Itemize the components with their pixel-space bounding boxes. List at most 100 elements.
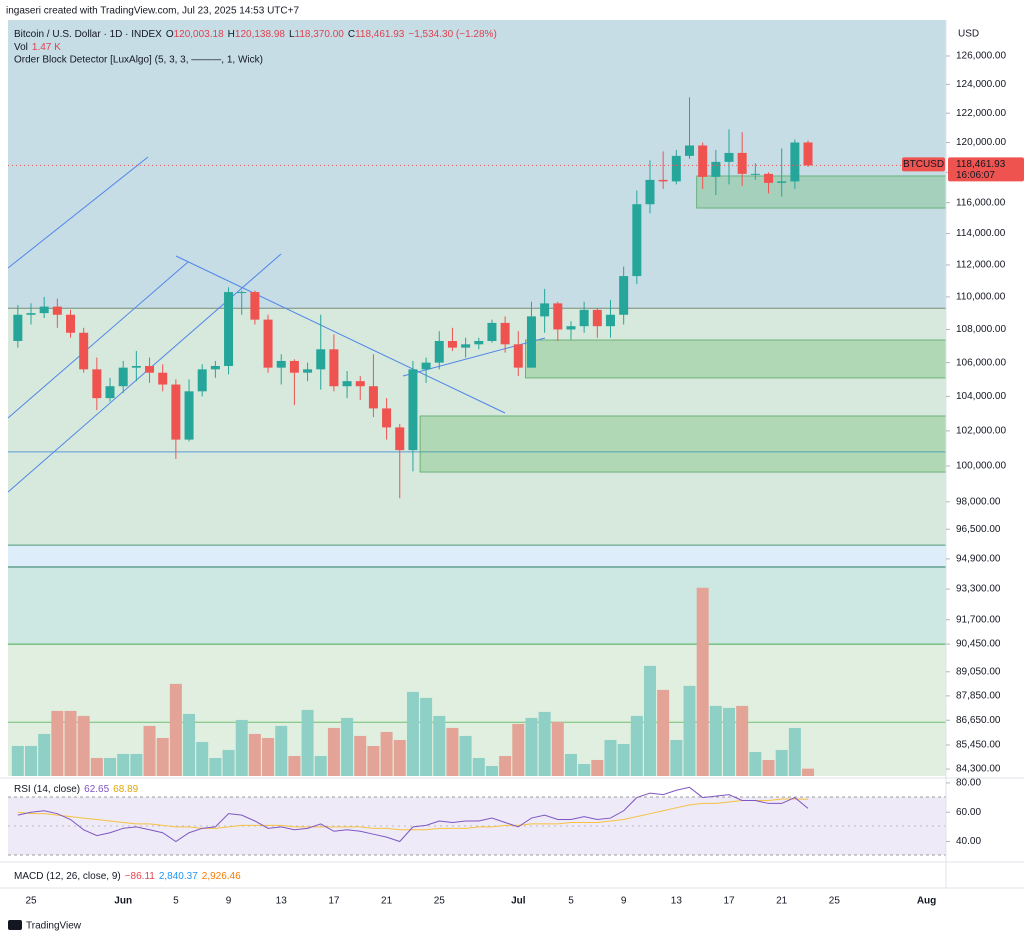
candle-body [224,292,234,366]
legend-value: 118,461.93 [355,29,405,40]
macd-legend: MACD (12, 26, close, 9) −86.11 2,840.37 2,9… [14,871,241,882]
x-tick-label: 21 [381,896,393,907]
trend-line [7,156,149,269]
candle-body [118,367,128,387]
zone-green [8,308,946,545]
x-tick-label: Jun [114,896,132,907]
y-tick-label: 86,650.00 [956,715,1001,726]
volume-legend: Vol 1.47 K [14,42,61,53]
x-tick-label: 9 [621,896,627,907]
candle-body [342,381,352,387]
x-tick-label: 25 [25,896,37,907]
volume-bar [538,711,551,776]
candle-body [145,365,155,373]
rsi-tick-label: 40.00 [956,836,981,847]
volume-bar [512,723,525,776]
trend-lines [7,156,546,493]
candle-body [382,408,392,428]
legend-value: 120,003.18 [174,29,224,40]
rsi-ma-value: 68.89 [113,784,138,795]
volume-bar [235,719,248,776]
candle-body [131,365,141,368]
volume-key: Vol [14,42,28,53]
candle-body [447,341,457,348]
candle-body [13,314,23,342]
candle-body [790,142,800,182]
candle-body [803,142,813,166]
legend-key: O [166,29,174,40]
volume-bar [762,759,775,776]
candle-body [421,362,431,370]
volume-bar [156,737,169,776]
order-blocks [8,175,947,723]
volume-bar [472,757,485,776]
volume-bar [222,749,235,776]
x-tick-label: 9 [226,896,232,907]
candle-body [210,365,220,370]
volume-bar [736,705,749,776]
footer: TradingView [26,921,82,932]
volume-bar [143,725,156,776]
volume-bar [459,735,472,776]
candle-body [276,360,286,368]
candle-body [355,381,365,387]
order-block [696,175,947,209]
x-tick-label: 17 [328,896,340,907]
x-tick-label: 13 [276,896,288,907]
candle-body [52,306,62,315]
candle-body [553,303,563,330]
volume-bar [775,749,788,776]
zone-light-blue [8,545,946,566]
volume-bar [51,710,64,776]
legend-key: H [228,29,235,40]
candle-body [513,344,523,368]
zone-blue [8,20,946,308]
candle-body [698,145,708,177]
volume-bar [420,697,433,776]
y-tick-label: 94,900.00 [956,554,1001,565]
volume-bar [709,705,722,776]
trend-line [7,261,189,419]
volume-bar [90,757,103,776]
rsi-tick-label: 80.00 [956,778,981,789]
volume-bar [696,587,709,776]
rsi-title: RSI (14, close) [14,784,80,795]
price-tag-countdown: 16:06:07 [956,170,995,181]
y-tick-label: 116,000.00 [956,197,1006,208]
y-tick-label: 91,700.00 [956,614,1001,625]
y-tick-label: 106,000.00 [956,357,1006,368]
price-tag-value: 118,461.93 [956,159,1006,170]
volume-bar [130,753,143,776]
y-tick-label: 114,000.00 [956,228,1006,239]
y-tick-label: 102,000.00 [956,426,1006,437]
trend-line [7,253,282,493]
y-tick-label: 96,500.00 [956,524,1001,535]
legend-value: 120,138.98 [235,29,285,40]
volume-bar [564,753,577,776]
candle-body [658,179,668,182]
volume-bar [406,691,419,776]
volume-bar [104,757,117,776]
volume-bar [196,741,209,776]
rsi-tick-label: 60.00 [956,807,981,818]
candle-body [171,384,181,440]
y-tick-label: 85,450.00 [956,740,1001,751]
candle-body [263,319,273,368]
candle-body [540,303,550,317]
candle-body [303,369,313,373]
candle-body [474,341,484,345]
y-tick-label: 100,000.00 [956,461,1006,472]
volume-bar [643,665,656,776]
volume-bar [209,757,222,776]
candle-body [316,349,326,370]
rsi-line [17,786,809,843]
volume-bar [604,739,617,776]
volume-bar [117,753,130,776]
candle-body [605,314,615,327]
y-tick-label: 120,000.00 [956,137,1006,148]
candle-body [619,276,629,315]
volume-bar [433,715,446,776]
candle-body [66,314,76,333]
candle-body [197,369,207,392]
